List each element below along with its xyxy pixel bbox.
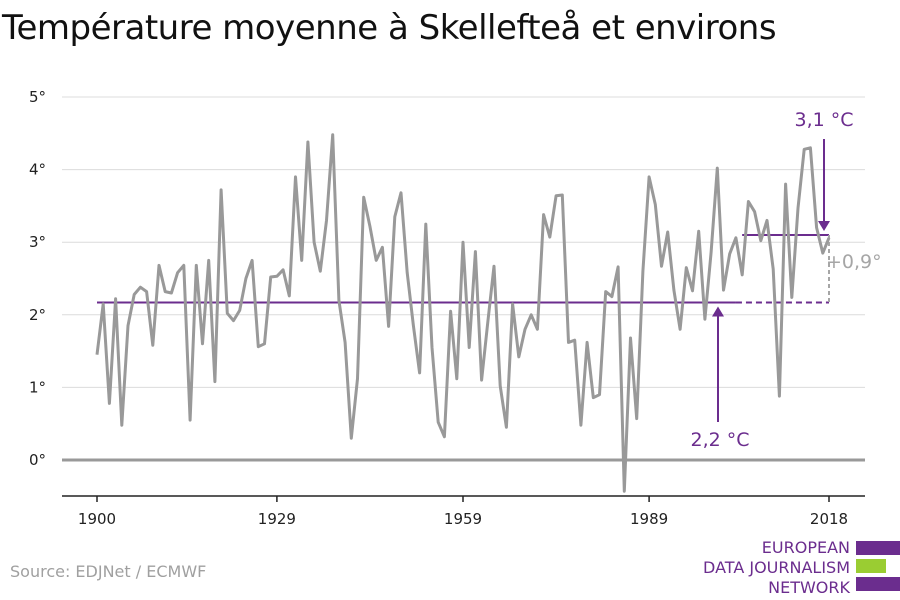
x-tick-label: 1959 — [444, 510, 482, 528]
baseline-mean-arrowhead — [712, 306, 724, 317]
y-tick-label: 3° — [29, 233, 46, 251]
logo-line-3: NETWORK — [768, 578, 850, 597]
chart-title: Température moyenne à Skellefteå et envi… — [2, 8, 777, 48]
y-axis-tick-labels: 0° 1° 2° 3° 4° 5° — [29, 88, 46, 469]
logo-line-2: DATA JOURNALISM — [703, 558, 850, 577]
y-tick-label: 4° — [29, 161, 46, 179]
logo-line-1: EUROPEAN — [761, 538, 850, 557]
x-axis: 1900 1929 1959 1989 2018 — [62, 495, 865, 528]
logo-bar-purple-top — [856, 541, 900, 555]
temperature-series-line — [95, 133, 831, 493]
y-tick-label: 5° — [29, 88, 46, 106]
y-tick-label: 2° — [29, 306, 46, 324]
x-tick-label: 1989 — [630, 510, 668, 528]
recent-mean-arrowhead — [818, 220, 830, 231]
annotations: 3,1 °C 2,2 °C +0,9° — [690, 109, 881, 451]
difference-label: +0,9° — [826, 251, 882, 273]
x-tick-label: 1900 — [78, 510, 116, 528]
edjnet-logo[interactable]: EUROPEAN DATA JOURNALISM NETWORK — [700, 538, 900, 598]
logo-bar-green — [856, 559, 886, 573]
recent-mean-label: 3,1 °C — [794, 109, 853, 131]
gridlines — [62, 96, 865, 462]
logo-bar-purple-bottom — [856, 577, 900, 591]
y-tick-label: 1° — [29, 378, 46, 396]
baseline-mean-label: 2,2 °C — [690, 429, 749, 451]
source-note: Source: EDJNet / ECMWF — [10, 562, 207, 581]
y-tick-label: 0° — [29, 451, 46, 469]
x-tick-label: 2018 — [810, 510, 848, 528]
series-layer — [95, 133, 831, 493]
x-tick-label: 1929 — [258, 510, 296, 528]
